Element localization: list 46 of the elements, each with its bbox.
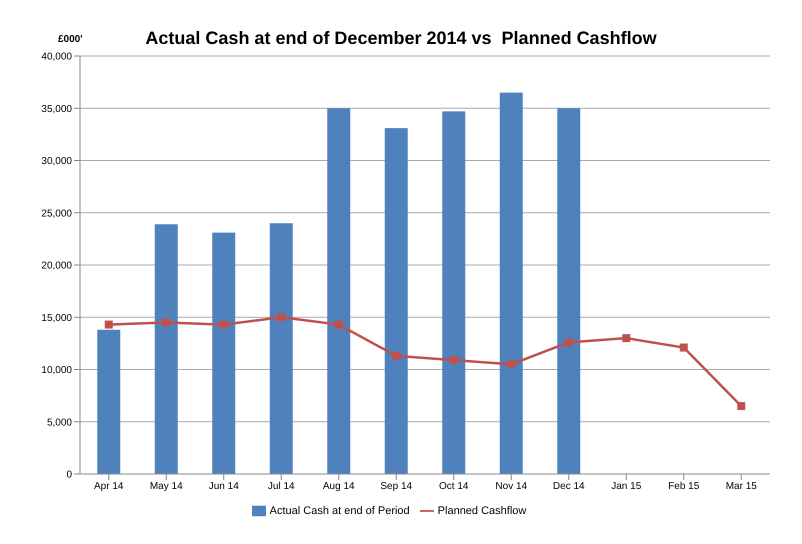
point bbox=[450, 356, 458, 364]
point bbox=[220, 320, 228, 329]
y-tick-label: 30,000 bbox=[41, 156, 72, 168]
x-tick-label: Apr 14 bbox=[94, 481, 124, 492]
point bbox=[622, 334, 630, 342]
point bbox=[334, 320, 343, 329]
chart-title: Actual Cash at end of December 2014 vs Planned Cashflow bbox=[145, 28, 657, 48]
x-tick-label: Feb 15 bbox=[668, 481, 700, 492]
x-tick-label: May 14 bbox=[150, 481, 184, 492]
x-tick-label: Mar 15 bbox=[726, 481, 758, 492]
x-tick-label: Oct 14 bbox=[439, 481, 469, 492]
bar bbox=[557, 108, 580, 474]
point bbox=[507, 360, 516, 368]
x-tick-label: Dec 14 bbox=[552, 481, 586, 492]
point bbox=[564, 338, 573, 346]
x-tick-label: Jul 14 bbox=[268, 481, 296, 492]
y-tick-label: 25,000 bbox=[41, 208, 72, 220]
bar bbox=[500, 92, 523, 474]
point bbox=[277, 313, 286, 322]
x-tick-label: Aug 14 bbox=[322, 481, 356, 492]
legend-label: Actual Cash at end of Period bbox=[270, 504, 410, 517]
bar bbox=[442, 111, 466, 474]
y-axis-title: £000' bbox=[58, 34, 83, 45]
x-tick-label: Nov 14 bbox=[495, 481, 528, 492]
bar bbox=[327, 108, 350, 474]
point bbox=[737, 402, 746, 410]
x-tick-label: Sep 14 bbox=[380, 481, 413, 492]
legend-label: Planned Cashflow bbox=[438, 504, 526, 517]
bar bbox=[384, 128, 408, 474]
point bbox=[392, 352, 400, 360]
bar bbox=[97, 330, 120, 474]
y-tick-label: 5,000 bbox=[46, 417, 72, 428]
y-tick-label: 0 bbox=[66, 470, 72, 481]
y-tick-label: 20,000 bbox=[41, 260, 72, 272]
point bbox=[680, 344, 688, 352]
y-tick-label: 35,000 bbox=[41, 104, 72, 115]
point bbox=[162, 318, 170, 326]
y-tick-label: 10,000 bbox=[41, 365, 72, 376]
x-tick-label: Jun 14 bbox=[208, 481, 240, 492]
x-tick-label: Jan 15 bbox=[611, 481, 642, 492]
bar bbox=[270, 223, 293, 474]
bar bbox=[154, 224, 178, 474]
y-tick-label: 15,000 bbox=[41, 312, 72, 324]
bar bbox=[212, 232, 236, 474]
y-tick-label: 40,000 bbox=[41, 52, 72, 63]
point bbox=[104, 320, 113, 329]
